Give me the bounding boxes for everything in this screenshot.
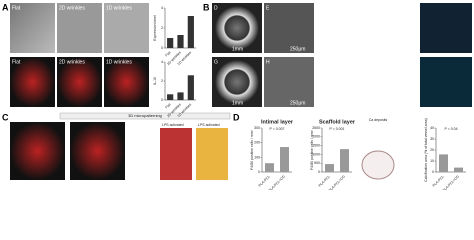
image — [104, 57, 149, 107]
p-value: P = 0.04 — [444, 127, 457, 131]
y-axis-label: IL-10 — [153, 77, 157, 85]
image — [10, 57, 55, 107]
p-value: P = 0.007 — [269, 127, 284, 131]
y-tick-label: 0 — [161, 98, 163, 102]
panel-label: B — [203, 2, 210, 12]
y-tick-label: 0 — [432, 170, 434, 174]
bar — [280, 147, 289, 172]
y-tick-label: 2 — [161, 26, 163, 30]
chart-title: Intimal layer — [261, 119, 294, 125]
y-tick-label: 20 — [430, 148, 434, 152]
y-tick-label: 40 — [430, 126, 434, 130]
panel-a-images — [10, 3, 149, 107]
image — [420, 3, 472, 53]
y-axis-label: Expression level — [153, 15, 157, 41]
y-tick-label: 30 — [430, 137, 434, 141]
image-label: 1D wrinkles — [106, 59, 132, 65]
y-tick-label: 4 — [161, 60, 163, 64]
heatmap — [196, 128, 228, 180]
y-tick-label: 1500 — [312, 144, 320, 148]
image — [104, 3, 149, 53]
y-tick-label: 10 — [430, 159, 434, 163]
x-tick-label: PLA-PCL — [318, 174, 331, 187]
bar — [439, 154, 448, 172]
panel-c-images — [10, 122, 228, 180]
y-tick-label: 300 — [254, 126, 260, 130]
bar — [177, 92, 184, 100]
image — [57, 57, 102, 107]
image — [57, 3, 102, 53]
y-axis-label: F4/80 positive cells / mm² — [250, 129, 254, 170]
y-tick-label: 0 — [318, 170, 320, 174]
scale-bar-label: 250μm — [290, 100, 305, 106]
header: 3D micropatterning — [128, 113, 162, 118]
bar — [177, 35, 184, 48]
panel-label: C — [2, 112, 9, 122]
image — [10, 3, 55, 53]
scale-bar-label: 250μm — [290, 46, 305, 52]
y-axis-label: Calcification area (% of total vessel ar… — [424, 118, 428, 182]
y-tick-label: 2000 — [312, 135, 320, 139]
legend: Ca deposits — [369, 118, 388, 122]
x-tick-label: PLA-PCL+CD — [328, 174, 346, 190]
image-label: G — [214, 59, 218, 65]
bar — [167, 38, 174, 48]
y-tick-label: 2 — [161, 79, 163, 83]
image-label: Flat — [12, 59, 21, 65]
bar — [187, 75, 194, 100]
image — [420, 57, 472, 107]
y-tick-label: 100 — [254, 155, 260, 159]
image — [10, 122, 65, 180]
y-tick-label: 500 — [314, 161, 320, 165]
bar — [454, 167, 463, 172]
condition-label: LPS activated — [198, 123, 220, 127]
image-label: 1D wrinkles — [106, 5, 132, 11]
image-label: Flat — [12, 5, 21, 11]
image-label: 2D wrinkles — [59, 59, 85, 65]
bar — [167, 94, 174, 100]
y-tick-label: 0 — [161, 46, 163, 50]
header-box — [59, 112, 231, 120]
image — [264, 3, 314, 53]
x-tick-label: PLA-PCL — [258, 174, 271, 187]
x-tick-label: Flat — [165, 103, 172, 110]
bar — [265, 163, 274, 172]
condition-label: LPS activated — [162, 123, 184, 127]
x-tick-label: PLA-PCL+CD — [442, 174, 460, 190]
image-label: E — [266, 5, 270, 11]
chart-title: Scaffold layer — [319, 119, 356, 125]
y-axis-label: F4/80 positive cells / mm² — [310, 129, 314, 170]
panel-label: A — [2, 2, 9, 12]
figure: A Flat 2D wrinkles 1D wrinkles Flat 2D w… — [2, 2, 472, 190]
scale-bar-label: 1mm — [232, 100, 243, 106]
image-label: D — [214, 5, 218, 11]
bar — [325, 164, 334, 172]
panel-b-images — [212, 3, 472, 107]
y-tick-label: 0 — [258, 170, 260, 174]
p-value: P = 0.001 — [329, 127, 344, 131]
scale-bar-label: 1mm — [232, 46, 243, 52]
image — [264, 57, 314, 107]
image — [361, 150, 395, 180]
y-tick-label: 200 — [254, 141, 260, 145]
image — [215, 60, 259, 104]
x-tick-label: PLA-PCL+CD — [268, 174, 286, 190]
panel-label: D — [233, 112, 240, 122]
bar — [340, 149, 349, 172]
image-label: 2D wrinkles — [59, 5, 85, 11]
x-tick-label: PLA-PCL — [432, 174, 445, 187]
heatmap — [160, 128, 192, 180]
y-tick-label: 2500 — [312, 126, 320, 130]
bar — [187, 16, 194, 48]
y-tick-label: 1000 — [312, 152, 320, 156]
image — [70, 122, 125, 180]
y-tick-label: 4 — [161, 6, 163, 10]
image — [215, 6, 259, 50]
x-tick-label: Flat — [165, 51, 172, 58]
image-label: H — [266, 59, 270, 65]
